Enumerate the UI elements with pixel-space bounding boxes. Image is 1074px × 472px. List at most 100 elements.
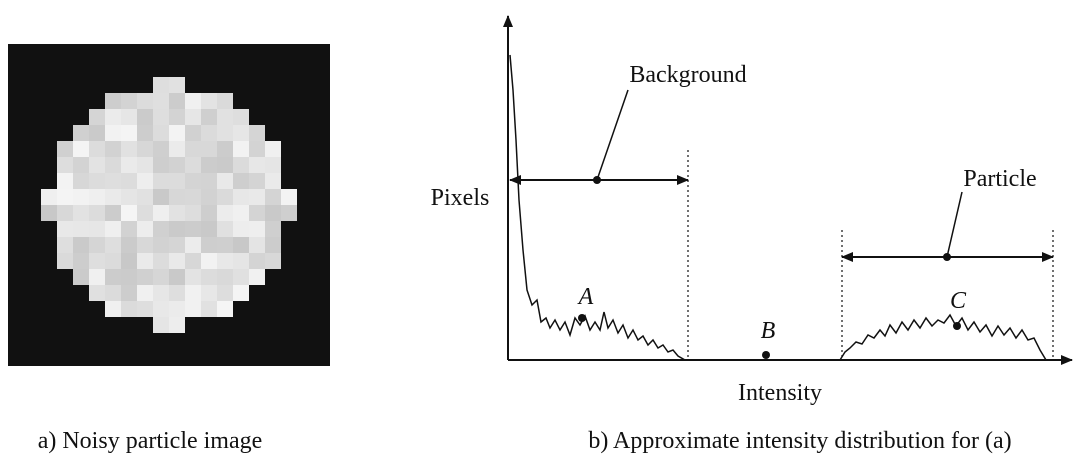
pixel (281, 205, 297, 221)
pixel (121, 237, 137, 253)
pixel (137, 237, 153, 253)
label-c: C (950, 288, 967, 314)
pixel (121, 253, 137, 269)
pixel (89, 189, 105, 205)
pixel (153, 157, 169, 173)
pixel (89, 125, 105, 141)
pixel (233, 173, 249, 189)
point-c (953, 322, 961, 330)
pixel (105, 125, 121, 141)
caption-a: a) Noisy particle image (38, 428, 263, 454)
pixel (249, 189, 265, 205)
particle-label: Particle (963, 166, 1036, 192)
pixel (265, 237, 281, 253)
pixel (153, 109, 169, 125)
pixel (169, 269, 185, 285)
pixel (201, 205, 217, 221)
pixel (233, 285, 249, 301)
pixel (217, 285, 233, 301)
pixel (105, 141, 121, 157)
pixel (105, 157, 121, 173)
pixel (265, 205, 281, 221)
pixel (281, 189, 297, 205)
pixel (57, 237, 73, 253)
pixel (169, 93, 185, 109)
pixel (265, 221, 281, 237)
pixel (233, 189, 249, 205)
pixel (153, 173, 169, 189)
pixel (217, 157, 233, 173)
pixel (169, 317, 185, 333)
pixel (201, 301, 217, 317)
pixel (153, 253, 169, 269)
y-axis-label: Pixels (431, 185, 490, 211)
pixel (249, 253, 265, 269)
pixel (249, 269, 265, 285)
pixel (201, 109, 217, 125)
pixel (121, 285, 137, 301)
pixel (121, 109, 137, 125)
pixel (169, 77, 185, 93)
pixel (201, 237, 217, 253)
pixel (201, 141, 217, 157)
pixel (57, 141, 73, 157)
pixel (105, 253, 121, 269)
pixel (137, 253, 153, 269)
pixel (185, 189, 201, 205)
pixel (57, 205, 73, 221)
pixel (201, 93, 217, 109)
pixel (121, 173, 137, 189)
pixel (73, 205, 89, 221)
pixel (89, 269, 105, 285)
pixel (185, 237, 201, 253)
leader-line (947, 192, 962, 257)
pixel (41, 189, 57, 205)
pixel (233, 141, 249, 157)
pixel (249, 125, 265, 141)
pixel (41, 205, 57, 221)
pixel (105, 205, 121, 221)
pixel (249, 221, 265, 237)
pixel (265, 253, 281, 269)
pixel (137, 141, 153, 157)
histogram-curve (510, 55, 1046, 360)
pixel (233, 253, 249, 269)
pixel (233, 109, 249, 125)
pixel (217, 253, 233, 269)
pixel (121, 93, 137, 109)
pixel (233, 205, 249, 221)
pixel (121, 125, 137, 141)
pixel (169, 221, 185, 237)
pixel (217, 109, 233, 125)
pixel (185, 301, 201, 317)
pixel (185, 141, 201, 157)
pixel (249, 157, 265, 173)
pixel (217, 189, 233, 205)
pixel (249, 237, 265, 253)
pixel (89, 173, 105, 189)
pixel (73, 189, 89, 205)
pixel (121, 141, 137, 157)
pixel (217, 125, 233, 141)
pixel (153, 269, 169, 285)
pixel (233, 269, 249, 285)
pixel (153, 285, 169, 301)
pixel (233, 157, 249, 173)
pixel (201, 157, 217, 173)
pixel (249, 205, 265, 221)
pixel (105, 285, 121, 301)
pixel (73, 157, 89, 173)
pixel (169, 301, 185, 317)
pixel (105, 109, 121, 125)
pixel (217, 173, 233, 189)
label-b: B (761, 318, 776, 344)
pixel (153, 125, 169, 141)
pixel (73, 173, 89, 189)
pixel (121, 301, 137, 317)
pixel (201, 285, 217, 301)
pixel (201, 125, 217, 141)
pixel (105, 189, 121, 205)
dot (943, 253, 951, 261)
pixel (153, 77, 169, 93)
pixel (121, 189, 137, 205)
